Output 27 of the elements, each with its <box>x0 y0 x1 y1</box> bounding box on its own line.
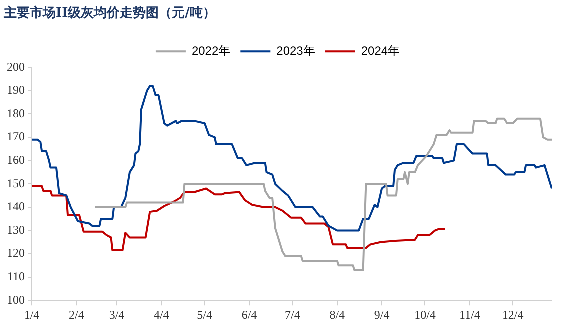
x-tick-label: 12/4 <box>502 308 524 322</box>
x-tick-label: 3/4 <box>109 308 125 322</box>
x-tick-label: 8/4 <box>330 308 346 322</box>
chart-title: 主要市场II级灰均价走势图（元/吨） <box>3 5 216 22</box>
y-tick-label: 170 <box>7 130 25 144</box>
y-tick-label: 160 <box>7 152 25 167</box>
y-tick-label: 140 <box>7 200 25 214</box>
x-tick-label: 1/4 <box>24 308 40 322</box>
x-tick-label: 10/4 <box>414 308 436 322</box>
x-tick-label: 6/4 <box>242 308 258 322</box>
y-tick-label: 180 <box>7 106 25 120</box>
x-tick-label: 9/4 <box>374 308 390 322</box>
x-tick-label: 7/4 <box>285 308 300 322</box>
y-tick-label: 200 <box>7 60 25 74</box>
x-tick-label: 4/4 <box>154 308 170 322</box>
y-tick-label: 190 <box>7 83 25 98</box>
x-tick-label: 5/4 <box>197 308 213 322</box>
legend-label: 2022年 <box>192 44 231 58</box>
legend-label: 2023年 <box>276 44 316 58</box>
y-tick-label: 150 <box>7 176 25 190</box>
y-tick-label: 130 <box>7 222 25 237</box>
legend-label: 2024年 <box>361 44 400 58</box>
y-tick-label: 110 <box>7 269 25 284</box>
x-tick-label: 2/4 <box>68 308 84 322</box>
y-tick-label: 120 <box>7 246 25 260</box>
y-tick-label: 100 <box>7 292 25 307</box>
x-tick-label: 11/4 <box>459 308 480 322</box>
